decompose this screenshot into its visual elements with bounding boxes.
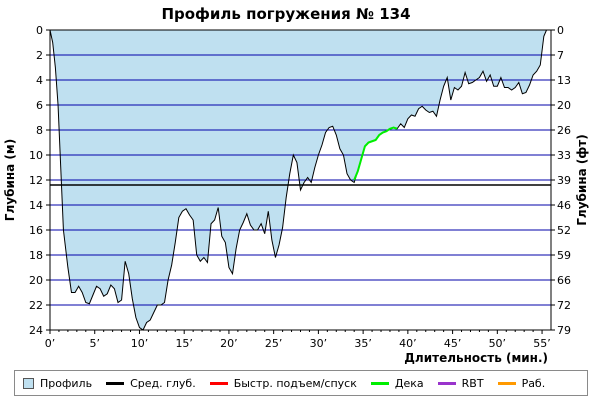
plot-area: 0246810121416182022240713202633394652596… <box>29 24 571 350</box>
y-right-tick-label: 72 <box>557 299 571 312</box>
legend-item: Сред. глуб. <box>106 377 196 390</box>
y-axis-label: Глубина (м) <box>3 139 17 221</box>
y-axis-label-right: Глубина (фт) <box>575 134 589 225</box>
y-tick-label: 12 <box>29 174 43 187</box>
y-right-tick-label: 66 <box>557 274 571 287</box>
legend-label: Быстр. подъем/спуск <box>233 376 357 390</box>
x-tick-label: 20’ <box>220 337 238 350</box>
x-tick-label: 45’ <box>444 337 462 350</box>
y-tick-label: 0 <box>36 24 43 37</box>
legend-label: Раб. <box>521 376 546 390</box>
y-tick-label: 18 <box>29 249 43 262</box>
y-tick-label: 4 <box>36 74 43 87</box>
y-right-tick-label: 79 <box>557 324 571 337</box>
x-tick-label: 30’ <box>310 337 328 350</box>
y-right-tick-label: 20 <box>557 99 571 112</box>
y-right-tick-label: 0 <box>557 24 564 37</box>
x-tick-label: 35’ <box>354 337 372 350</box>
legend-swatch <box>209 381 228 385</box>
x-tick-label: 15’ <box>175 337 193 350</box>
x-tick-label: 10’ <box>131 337 149 350</box>
legend-label: Дека <box>394 376 424 390</box>
y-right-tick-label: 26 <box>557 124 571 137</box>
legend: Профиль Сред. глуб. Быстр. подъем/спуск Дек… <box>14 370 588 396</box>
legend-item: RBT <box>437 376 484 390</box>
y-right-tick-label: 46 <box>557 199 571 212</box>
x-axis-label: Длительность (мин.) <box>404 351 548 365</box>
chart-title: Профиль погружения № 134 <box>161 5 410 23</box>
y-tick-label: 8 <box>36 124 43 137</box>
x-tick-label: 0’ <box>45 337 56 350</box>
x-tick-label: 55’ <box>533 337 551 350</box>
x-tick-label: 50’ <box>489 337 507 350</box>
legend-swatch <box>370 381 389 385</box>
legend-item: Дека <box>370 376 424 390</box>
x-tick-label: 25’ <box>265 337 283 350</box>
legend-label: Сред. глуб. <box>130 376 196 390</box>
legend-item: Быстр. подъем/спуск <box>209 376 357 390</box>
y-tick-label: 14 <box>29 199 43 212</box>
legend-label: Профиль <box>40 376 93 390</box>
profile-line <box>49 29 547 331</box>
legend-swatch <box>23 377 34 389</box>
dive-profile-chart: Профиль погружения № 134 024681012141618… <box>3 5 589 365</box>
y-right-tick-label: 52 <box>557 224 571 237</box>
y-tick-label: 22 <box>29 299 43 312</box>
y-right-tick-label: 13 <box>557 74 571 87</box>
y-right-tick-label: 7 <box>557 49 564 62</box>
deco-line <box>353 126 398 181</box>
y-tick-label: 10 <box>29 149 43 162</box>
legend-swatch <box>437 381 456 385</box>
y-tick-label: 2 <box>36 49 43 62</box>
legend-item: Раб. <box>497 376 546 390</box>
y-right-tick-label: 33 <box>557 149 571 162</box>
y-tick-label: 6 <box>36 99 43 112</box>
y-tick-label: 20 <box>29 274 43 287</box>
y-tick-label: 16 <box>29 224 43 237</box>
legend-swatch <box>106 381 125 385</box>
legend-item: Профиль <box>23 377 92 390</box>
legend-label: RBT <box>461 376 484 390</box>
legend-swatch <box>497 381 516 385</box>
y-tick-label: 24 <box>29 324 43 337</box>
x-tick-label: 40’ <box>399 337 417 350</box>
y-right-tick-label: 39 <box>557 174 571 187</box>
x-tick-label: 5’ <box>89 337 100 350</box>
y-right-tick-label: 59 <box>557 249 571 262</box>
